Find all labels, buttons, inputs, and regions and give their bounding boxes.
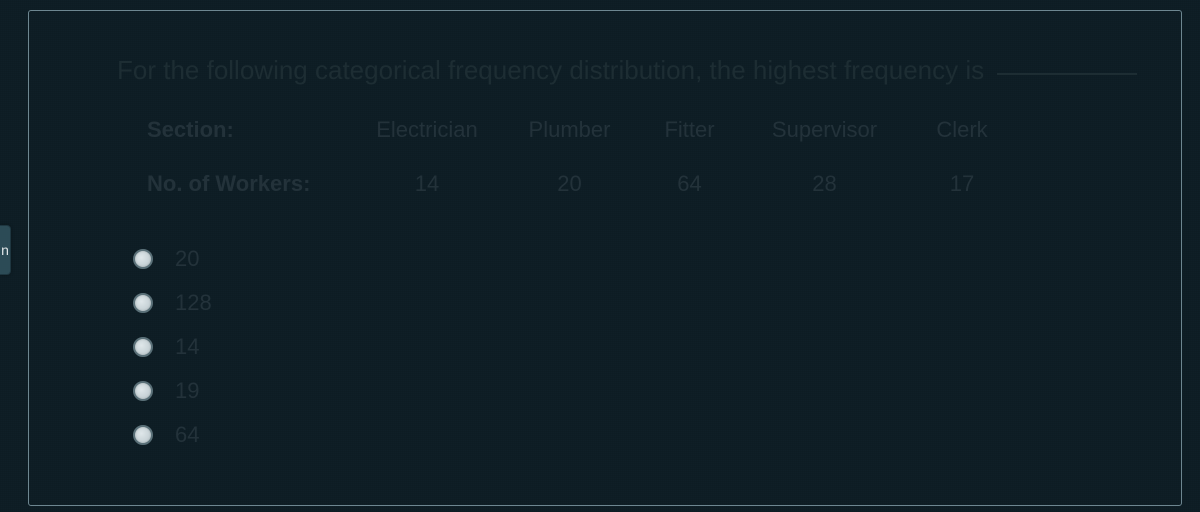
- cell-plumber: 20: [502, 171, 637, 197]
- radio-icon: [133, 293, 153, 313]
- row-label-workers: No. of Workers:: [129, 171, 352, 197]
- cell-electrician: 14: [352, 171, 502, 197]
- option-label: 14: [175, 334, 199, 360]
- cell-supervisor: 28: [742, 171, 907, 197]
- radio-icon: [133, 337, 153, 357]
- cell-fitter: 64: [637, 171, 742, 197]
- table-header-row: Section: Electrician Plumber Fitter Supe…: [129, 103, 1019, 157]
- option-label: 20: [175, 246, 199, 272]
- option-0[interactable]: 20: [133, 237, 212, 281]
- fill-blank-line: [997, 73, 1137, 75]
- col-header-plumber: Plumber: [502, 117, 637, 143]
- radio-icon: [133, 381, 153, 401]
- option-label: 19: [175, 378, 199, 404]
- table-value-row: No. of Workers: 14 20 64 28 17: [129, 157, 1019, 211]
- option-2[interactable]: 14: [133, 325, 212, 369]
- frequency-table: Section: Electrician Plumber Fitter Supe…: [129, 103, 1019, 211]
- col-header-clerk: Clerk: [907, 117, 1017, 143]
- cell-clerk: 17: [907, 171, 1017, 197]
- col-header-electrician: Electrician: [352, 117, 502, 143]
- answer-options: 20 128 14 19 64: [133, 237, 212, 457]
- question-stem: For the following categorical frequency …: [117, 55, 984, 85]
- question-text: For the following categorical frequency …: [117, 55, 1137, 86]
- left-edge-tab: n: [0, 225, 11, 275]
- col-header-fitter: Fitter: [637, 117, 742, 143]
- option-1[interactable]: 128: [133, 281, 212, 325]
- radio-icon: [133, 425, 153, 445]
- option-label: 128: [175, 290, 212, 316]
- question-panel: For the following categorical frequency …: [28, 10, 1182, 506]
- row-label-section: Section:: [129, 117, 352, 143]
- option-label: 64: [175, 422, 199, 448]
- option-4[interactable]: 64: [133, 413, 212, 457]
- radio-icon: [133, 249, 153, 269]
- option-3[interactable]: 19: [133, 369, 212, 413]
- col-header-supervisor: Supervisor: [742, 117, 907, 143]
